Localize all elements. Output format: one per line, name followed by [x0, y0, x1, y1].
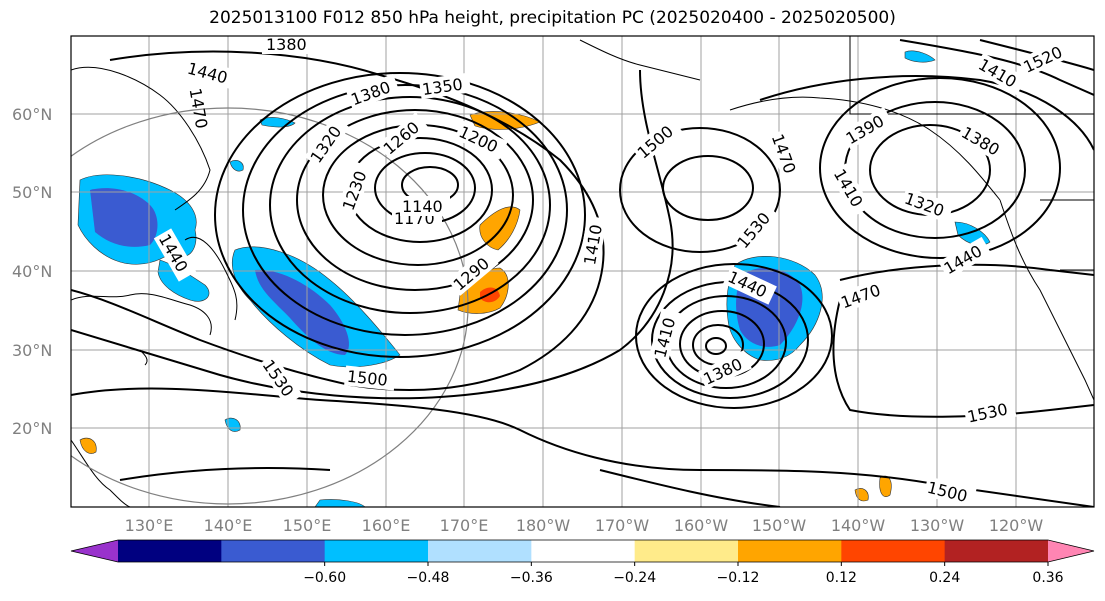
colorbar-tick-label: −0.12 — [717, 570, 760, 586]
lon-label: 130°W — [910, 516, 965, 535]
colorbar-segment — [324, 540, 429, 562]
contour-label: 1410 — [975, 55, 1020, 92]
graticule — [71, 36, 1094, 507]
lon-label: 130°E — [125, 516, 174, 535]
contour-label: 1440 — [185, 59, 229, 88]
colorbar-extend-low — [71, 540, 118, 562]
lat-label-60n: 60°N — [12, 105, 52, 124]
coastlines — [71, 36, 1094, 507]
colorbar-outline — [70, 539, 1095, 563]
colorbar-segment — [841, 540, 946, 562]
colorbar-segment — [531, 540, 636, 562]
contour-label: 1470 — [186, 87, 212, 130]
contour-label: 1470 — [768, 131, 800, 176]
colorbar-segment — [221, 540, 326, 562]
colorbar-tick-label: 0.24 — [929, 570, 960, 586]
colorbar: −0.60−0.48−0.36−0.24−0.120.120.240.360.4… — [70, 539, 1095, 586]
lon-label: 140°W — [831, 516, 886, 535]
lon-label: 150°E — [283, 516, 332, 535]
colorbar-segment — [944, 540, 1049, 562]
lat-label-40n: 40°N — [12, 262, 52, 281]
contour-label: 1530 — [966, 400, 1010, 427]
lat-label-20n: 20°N — [12, 419, 52, 438]
colorbar-segment — [118, 540, 222, 562]
contour-label: 1470 — [838, 280, 883, 312]
colorbar-tick-label: −0.48 — [407, 570, 450, 586]
colorbar-segment — [738, 540, 842, 562]
contour-label: 1500 — [346, 367, 388, 390]
map-plot-area: 1380 1440 1470 1380 1350 1320 1260 1200 … — [71, 35, 1094, 507]
colorbar-tick-label: −0.60 — [303, 570, 346, 586]
contour-label: 1380 — [266, 35, 307, 54]
contour-label: 1140 — [402, 197, 443, 216]
colorbar-extend-high — [1048, 540, 1094, 562]
lon-label: 160°W — [674, 516, 729, 535]
colorbar-segment — [634, 540, 739, 562]
lon-label: 150°W — [752, 516, 807, 535]
lon-label: 140°E — [204, 516, 253, 535]
colorbar-tick-label: −0.36 — [510, 570, 553, 586]
colorbar-tick-label: −0.24 — [613, 570, 656, 586]
contour-label: 1500 — [925, 478, 969, 506]
contour-label: 1390 — [843, 111, 888, 148]
contour-label: 1410 — [830, 166, 867, 211]
lon-label: 180°W — [516, 516, 571, 535]
contour-label: 1380 — [958, 123, 1003, 160]
map-title: 2025013100 F012 850 hPa height, precipit… — [209, 8, 896, 28]
lon-label: 160°E — [362, 516, 411, 535]
height-contours — [71, 39, 1094, 507]
lon-label: 170°E — [440, 516, 489, 535]
latitude-labels: 60°N 50°N 40°N 30°N 20°N — [12, 105, 52, 438]
contour-label: 1350 — [421, 75, 464, 99]
map-frame — [70, 35, 1095, 508]
reference-circle — [71, 107, 469, 505]
lat-label-30n: 30°N — [12, 341, 52, 360]
lon-label: 170°W — [595, 516, 650, 535]
longitude-labels: 130°E 140°E 150°E 160°E 170°E 180°W 170°… — [125, 516, 1044, 535]
contour-label: 1380 — [700, 354, 745, 388]
contour-label: 1440 — [941, 241, 986, 278]
colorbar-segment — [428, 540, 532, 562]
lat-label-50n: 50°N — [12, 183, 52, 202]
colorbar-tick-label: 0.12 — [826, 570, 857, 586]
colorbar-tick-label: 0.36 — [1032, 570, 1063, 586]
lon-label: 120°W — [989, 516, 1044, 535]
contour-label: 1230 — [339, 168, 371, 213]
